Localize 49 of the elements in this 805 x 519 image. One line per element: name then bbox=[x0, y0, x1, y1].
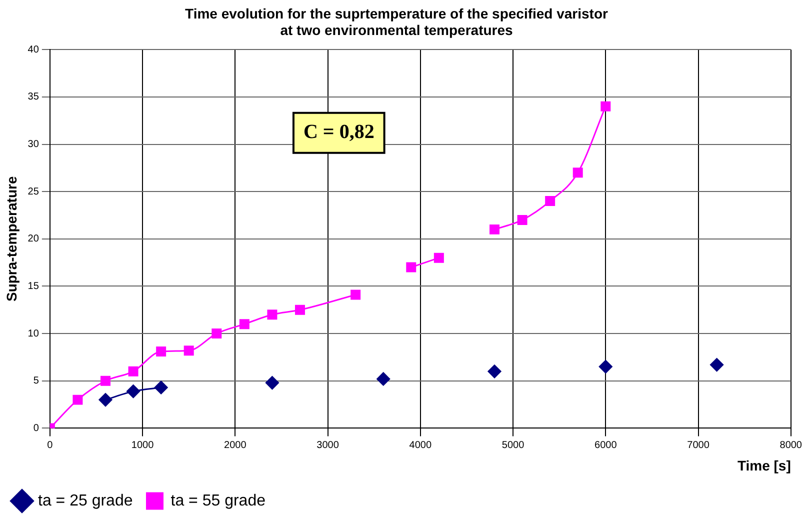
annotation: C = 0,82 bbox=[303, 121, 374, 144]
y-tick-label: 40 bbox=[28, 44, 40, 56]
point bbox=[128, 366, 138, 376]
y-tick-label: 0 bbox=[33, 422, 40, 434]
point bbox=[265, 376, 279, 390]
point bbox=[154, 380, 168, 394]
x-axis-title: Time [s] bbox=[737, 457, 791, 474]
point bbox=[434, 252, 444, 263]
point bbox=[376, 372, 390, 386]
point bbox=[267, 310, 278, 320]
y-tick-label: 25 bbox=[28, 186, 40, 198]
point bbox=[572, 168, 583, 178]
point bbox=[100, 376, 110, 386]
x-tick-label: 5000 bbox=[502, 440, 525, 451]
point bbox=[350, 290, 361, 300]
point bbox=[406, 262, 416, 272]
point bbox=[490, 224, 500, 234]
y-tick-label: 15 bbox=[28, 280, 40, 292]
x-tick-label: 6000 bbox=[594, 440, 618, 451]
x-tick-label: 0 bbox=[47, 440, 54, 451]
point bbox=[488, 364, 502, 378]
y-tick-label: 35 bbox=[28, 92, 40, 103]
x-tick-label: 2000 bbox=[224, 440, 247, 451]
x-tick-label: 3000 bbox=[316, 440, 340, 451]
chart-title: Time evolution for the suprtemperature of the specified varistor at two environmental temperatures bbox=[185, 5, 609, 38]
legend-label: ta = 25 grade bbox=[38, 492, 133, 510]
y-tick-label: 20 bbox=[28, 234, 40, 245]
point bbox=[598, 360, 612, 374]
point bbox=[126, 384, 140, 398]
x-tick-label: 4000 bbox=[409, 440, 432, 451]
point bbox=[600, 101, 611, 112]
point bbox=[212, 328, 222, 339]
legend-label: ta = 55 grade bbox=[170, 492, 266, 510]
x-tick-label: 7000 bbox=[687, 440, 710, 451]
x-tick-label: 1000 bbox=[131, 440, 154, 451]
point bbox=[545, 196, 556, 206]
y-axis-title: Supra-temperature bbox=[3, 176, 20, 302]
y-tick-label: 10 bbox=[28, 328, 40, 340]
y-tick-label: 5 bbox=[33, 376, 40, 387]
point bbox=[156, 346, 166, 357]
y-tick-label: 30 bbox=[28, 139, 40, 150]
point bbox=[517, 214, 528, 225]
point bbox=[295, 304, 305, 315]
point bbox=[239, 319, 250, 330]
point bbox=[72, 394, 83, 405]
point bbox=[98, 393, 112, 407]
point bbox=[184, 346, 194, 356]
point bbox=[710, 358, 724, 372]
x-tick-label: 8000 bbox=[780, 440, 802, 451]
